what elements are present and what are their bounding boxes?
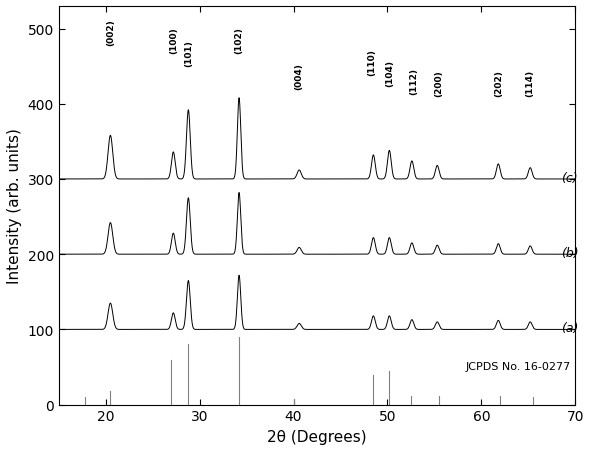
Text: (b): (b) (561, 247, 579, 260)
Text: (200): (200) (434, 70, 444, 97)
Text: (c): (c) (561, 171, 578, 184)
Text: (100): (100) (169, 27, 178, 54)
Y-axis label: Intensity (arb. units): Intensity (arb. units) (7, 128, 22, 284)
Text: (110): (110) (367, 49, 376, 76)
Text: (114): (114) (526, 70, 535, 97)
Text: JCPDS No. 16-0277: JCPDS No. 16-0277 (465, 361, 570, 371)
Text: (104): (104) (385, 60, 394, 87)
Text: (101): (101) (184, 40, 193, 67)
Text: (002): (002) (106, 19, 115, 46)
Text: (a): (a) (561, 322, 579, 335)
Text: (102): (102) (235, 27, 243, 54)
Text: (202): (202) (494, 70, 503, 97)
Text: (004): (004) (295, 63, 304, 89)
Text: (112): (112) (409, 68, 418, 95)
X-axis label: 2θ (Degrees): 2θ (Degrees) (267, 429, 367, 444)
